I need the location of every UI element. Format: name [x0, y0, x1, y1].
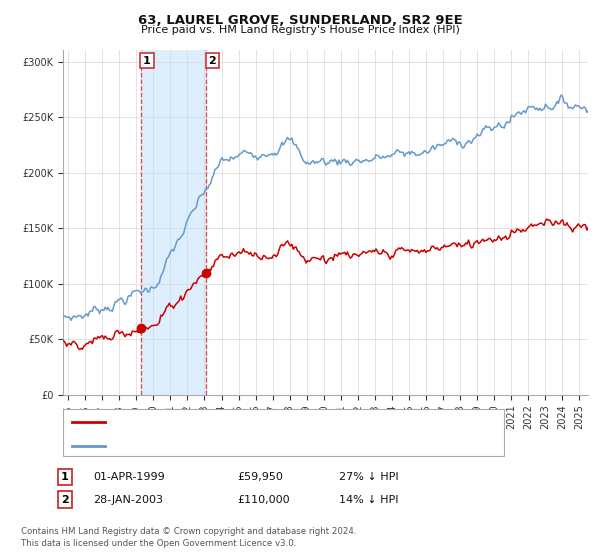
Text: 14% ↓ HPI: 14% ↓ HPI	[339, 494, 398, 505]
Text: 1: 1	[61, 472, 68, 482]
Bar	[140, 50, 206, 395]
Text: 63, LAUREL GROVE, SUNDERLAND, SR2 9EE: 63, LAUREL GROVE, SUNDERLAND, SR2 9EE	[137, 14, 463, 27]
Text: 2: 2	[208, 55, 216, 66]
Text: Price paid vs. HM Land Registry's House Price Index (HPI): Price paid vs. HM Land Registry's House …	[140, 25, 460, 35]
Text: £59,950: £59,950	[237, 472, 283, 482]
Text: 63, LAUREL GROVE, SUNDERLAND, SR2 9EE (detached house): 63, LAUREL GROVE, SUNDERLAND, SR2 9EE (d…	[111, 417, 435, 427]
Text: 2: 2	[61, 494, 68, 505]
Text: 27% ↓ HPI: 27% ↓ HPI	[339, 472, 398, 482]
Text: 28-JAN-2003: 28-JAN-2003	[93, 494, 163, 505]
Text: HPI: Average price, detached house, Sunderland: HPI: Average price, detached house, Sund…	[111, 441, 364, 451]
Text: 01-APR-1999: 01-APR-1999	[93, 472, 165, 482]
Text: Contains HM Land Registry data © Crown copyright and database right 2024.: Contains HM Land Registry data © Crown c…	[21, 528, 356, 536]
Text: £110,000: £110,000	[237, 494, 290, 505]
Text: This data is licensed under the Open Government Licence v3.0.: This data is licensed under the Open Gov…	[21, 539, 296, 548]
Text: 1: 1	[143, 55, 151, 66]
